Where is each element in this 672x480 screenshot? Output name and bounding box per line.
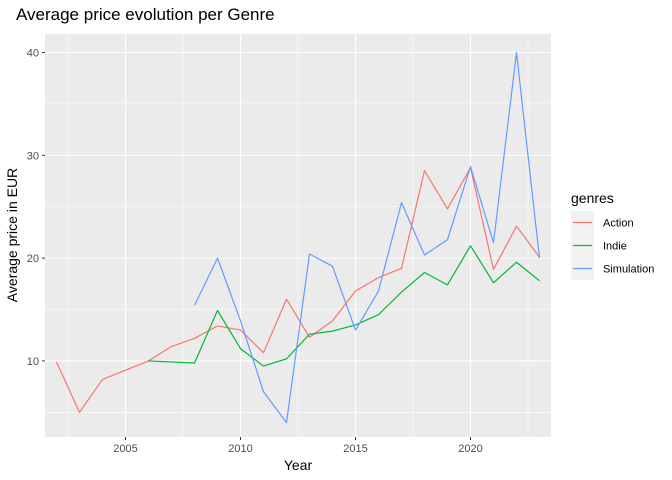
y-tick-label: 40	[27, 48, 39, 60]
x-tick-label: 2010	[228, 443, 252, 455]
y-axis: 10 20 30 40	[27, 48, 45, 368]
x-tick-label: 2020	[458, 443, 482, 455]
legend: genres Action Indie Simulation	[571, 190, 654, 280]
legend-label-simulation: Simulation	[603, 264, 654, 276]
legend-label-action: Action	[603, 218, 634, 230]
y-tick-label: 20	[27, 253, 39, 265]
chart-title: Average price evolution per Genre	[16, 5, 275, 24]
x-axis: 2005 2010 2015 2020	[113, 437, 483, 455]
x-tick-label: 2015	[343, 443, 367, 455]
x-axis-title: Year	[284, 457, 313, 473]
series-layer	[55, 51, 541, 424]
y-tick-label: 10	[27, 356, 39, 368]
y-tick-label: 30	[27, 150, 39, 162]
minor-grid	[45, 34, 551, 437]
x-tick-label: 2005	[113, 443, 137, 455]
legend-label-indie: Indie	[603, 241, 627, 253]
y-axis-title: Average price in EUR	[4, 168, 20, 302]
series-line-indie	[148, 245, 540, 367]
series-line-action	[55, 167, 540, 413]
series-line-simulation	[193, 51, 541, 424]
legend-title: genres	[571, 190, 614, 206]
